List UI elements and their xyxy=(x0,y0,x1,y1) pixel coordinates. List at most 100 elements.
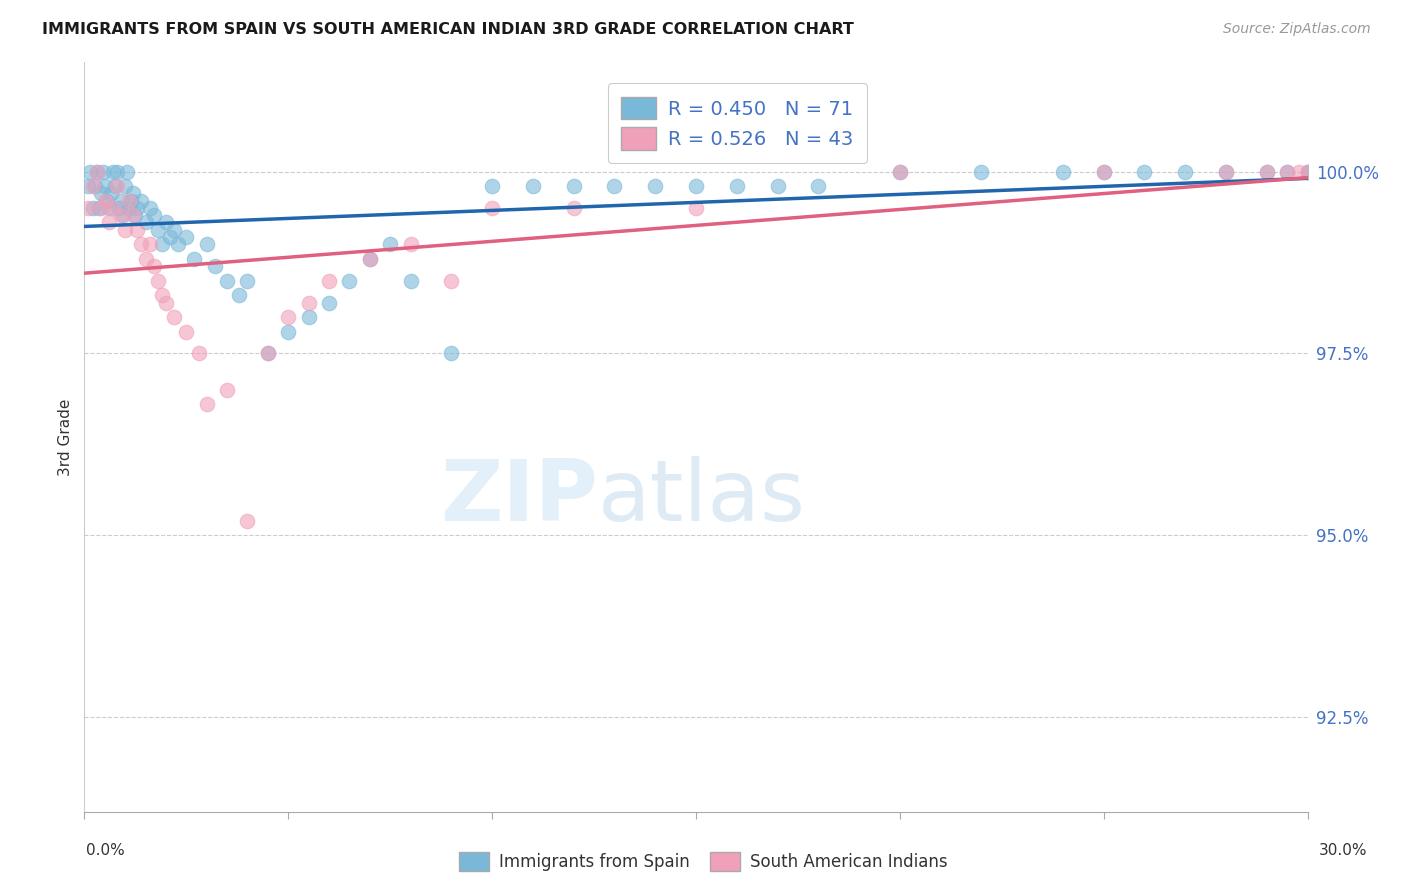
Point xyxy=(108,201,131,215)
Point xyxy=(228,288,250,302)
Point xyxy=(93,179,115,194)
Point xyxy=(96,194,118,208)
Point xyxy=(83,179,105,194)
Point xyxy=(159,230,181,244)
Point xyxy=(889,164,911,178)
Point xyxy=(183,252,205,266)
Point xyxy=(110,194,132,208)
Point xyxy=(135,215,157,229)
Point xyxy=(440,274,463,288)
Point xyxy=(217,274,239,288)
Point xyxy=(114,223,136,237)
Point xyxy=(481,201,503,215)
Point xyxy=(91,164,114,178)
Point xyxy=(90,186,112,201)
Point xyxy=(97,201,120,215)
Point xyxy=(115,164,138,178)
Point xyxy=(163,310,186,324)
Point xyxy=(1215,164,1237,178)
Point xyxy=(318,274,340,288)
Point xyxy=(120,194,142,208)
Y-axis label: 3rd Grade: 3rd Grade xyxy=(58,399,73,475)
Point xyxy=(339,274,361,288)
Point xyxy=(131,237,153,252)
Point xyxy=(86,164,108,178)
Point xyxy=(114,179,136,194)
Point xyxy=(685,179,707,194)
Legend: Immigrants from Spain, South American Indians: Immigrants from Spain, South American In… xyxy=(450,843,956,880)
Text: IMMIGRANTS FROM SPAIN VS SOUTH AMERICAN INDIAN 3RD GRADE CORRELATION CHART: IMMIGRANTS FROM SPAIN VS SOUTH AMERICAN … xyxy=(42,22,853,37)
Point xyxy=(603,179,626,194)
Point xyxy=(1296,164,1319,178)
Point xyxy=(112,208,135,222)
Point xyxy=(1092,164,1115,178)
Point xyxy=(889,164,911,178)
Point xyxy=(1256,164,1278,178)
Point xyxy=(298,310,321,324)
Point xyxy=(131,194,153,208)
Point xyxy=(236,274,259,288)
Point xyxy=(150,237,173,252)
Point xyxy=(146,274,169,288)
Point xyxy=(204,259,226,273)
Point xyxy=(77,179,100,194)
Point xyxy=(257,346,280,360)
Point xyxy=(118,194,141,208)
Point xyxy=(105,164,128,178)
Point xyxy=(163,223,186,237)
Point xyxy=(644,179,666,194)
Point xyxy=(1277,164,1299,178)
Point xyxy=(318,295,340,310)
Point xyxy=(562,201,585,215)
Point xyxy=(562,179,585,194)
Text: 30.0%: 30.0% xyxy=(1319,843,1367,858)
Point xyxy=(195,397,218,411)
Point xyxy=(138,237,160,252)
Point xyxy=(399,237,422,252)
Point xyxy=(167,237,190,252)
Point xyxy=(359,252,381,266)
Point xyxy=(481,179,503,194)
Point xyxy=(1256,164,1278,178)
Point xyxy=(1174,164,1197,178)
Point xyxy=(101,164,124,178)
Point xyxy=(146,223,169,237)
Point xyxy=(399,274,422,288)
Point xyxy=(77,201,100,215)
Point xyxy=(1052,164,1074,178)
Point xyxy=(187,346,209,360)
Point xyxy=(298,295,321,310)
Point xyxy=(685,201,707,215)
Point xyxy=(104,179,127,194)
Point xyxy=(359,252,381,266)
Text: 0.0%: 0.0% xyxy=(86,843,125,858)
Point xyxy=(970,164,993,178)
Point xyxy=(82,179,104,194)
Point xyxy=(277,310,299,324)
Point xyxy=(236,514,259,528)
Point xyxy=(118,201,141,215)
Point xyxy=(807,179,830,194)
Point xyxy=(174,325,197,339)
Point xyxy=(82,201,104,215)
Point xyxy=(195,237,218,252)
Point xyxy=(1092,164,1115,178)
Point xyxy=(101,201,124,215)
Point xyxy=(522,179,544,194)
Point xyxy=(1215,164,1237,178)
Point xyxy=(138,201,160,215)
Point xyxy=(380,237,402,252)
Point xyxy=(257,346,280,360)
Point xyxy=(86,164,108,178)
Point xyxy=(440,346,463,360)
Point xyxy=(127,201,149,215)
Point xyxy=(277,325,299,339)
Point xyxy=(150,288,173,302)
Point xyxy=(135,252,157,266)
Point xyxy=(1296,164,1319,178)
Point xyxy=(87,201,110,215)
Point xyxy=(124,208,146,222)
Point xyxy=(1133,164,1156,178)
Point xyxy=(725,179,748,194)
Point xyxy=(105,179,128,194)
